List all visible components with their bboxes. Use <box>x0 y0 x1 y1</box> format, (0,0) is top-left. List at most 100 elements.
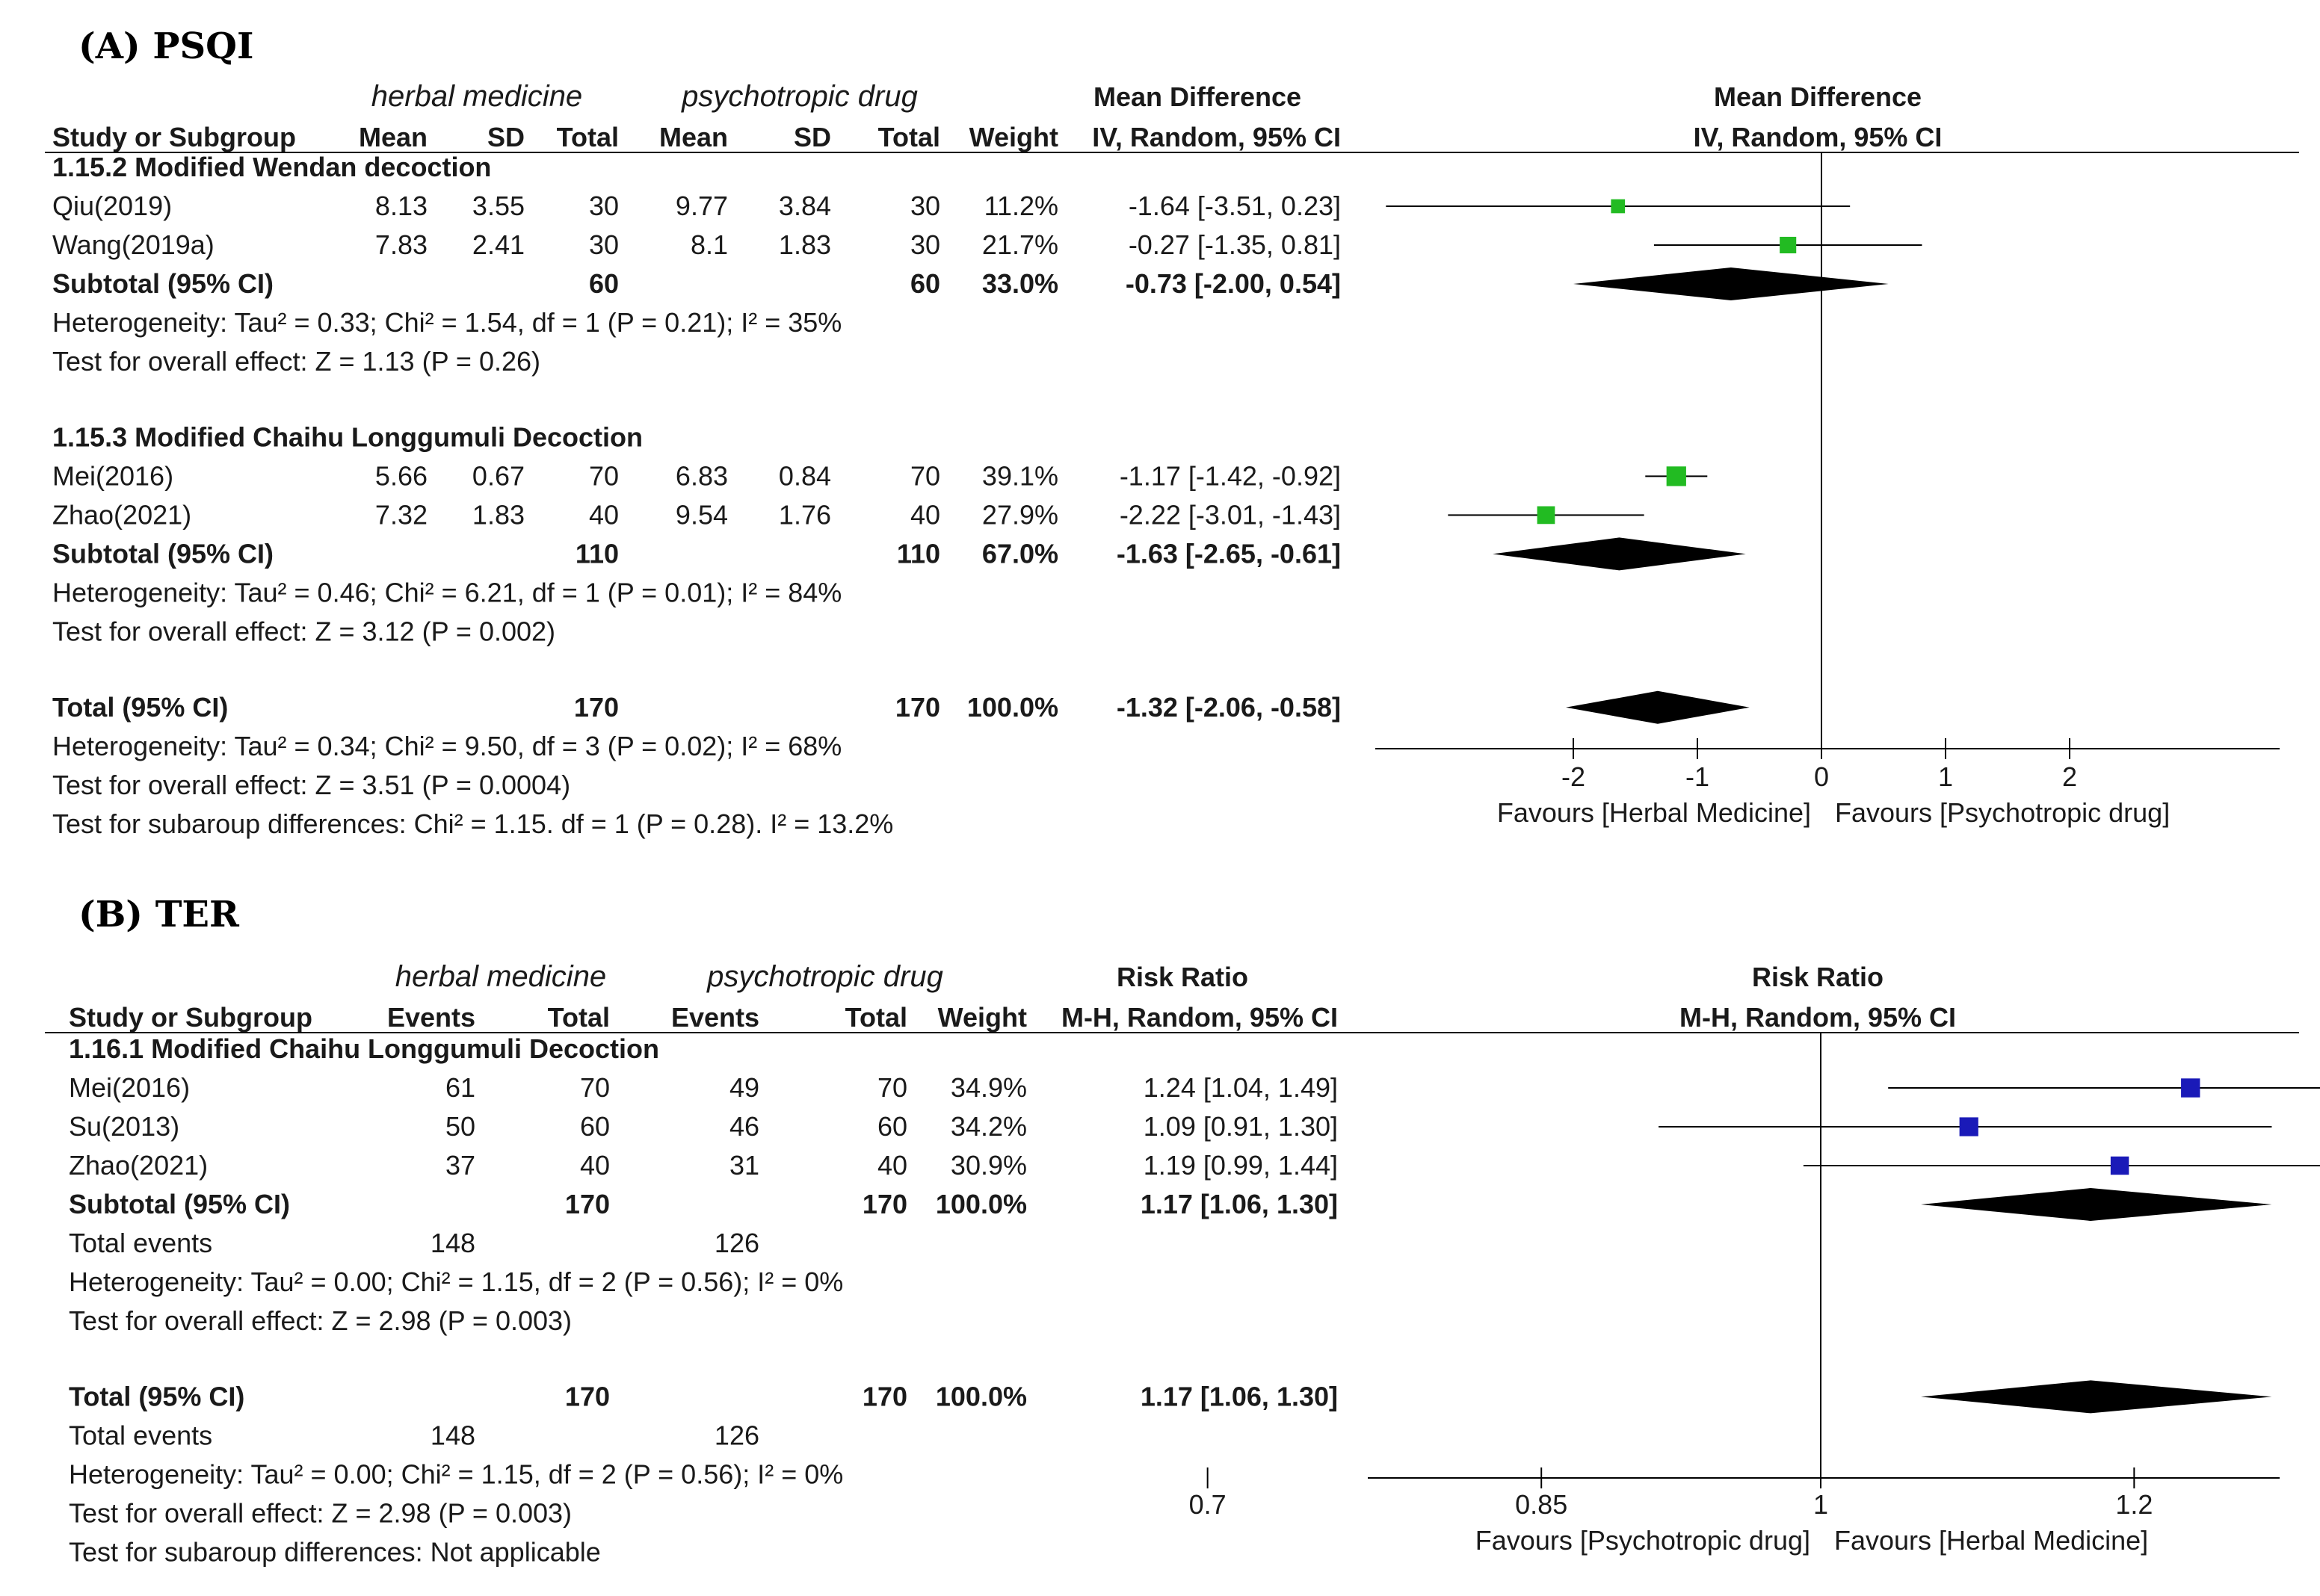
study-cell: 8.13 <box>375 191 428 221</box>
study-cell: 6.83 <box>676 460 728 491</box>
panel-title: (B) TER <box>78 894 240 935</box>
total-weight: 100.0% <box>967 692 1058 723</box>
study-name: Qiu(2019) <box>52 191 172 221</box>
favours-right-label: Favours [Herbal Medicine] <box>1834 1525 2148 1556</box>
pooled-diamond <box>1566 690 1750 724</box>
column-header: Mean <box>659 122 728 152</box>
column-header: Study or Subgroup <box>52 122 296 152</box>
study-cell: 30 <box>910 229 940 260</box>
study-name: Zhao(2021) <box>69 1150 208 1181</box>
column-header: Total <box>845 1002 907 1033</box>
column-header: Weight <box>938 1002 1027 1033</box>
point-estimate-square <box>1611 199 1626 214</box>
total-note: Test for overall effect: Z = 2.98 (P = 0… <box>69 1497 572 1528</box>
total-n-treatment: 170 <box>565 1381 610 1411</box>
study-cell: 40 <box>877 1150 907 1181</box>
subtotal-ci: -1.63 [-2.65, -0.61] <box>1117 538 1341 569</box>
study-cell: 70 <box>580 1072 610 1103</box>
study-cell: 60 <box>877 1111 907 1142</box>
study-cell: 1.76 <box>779 499 831 530</box>
study-cell: 1.24 [1.04, 1.49] <box>1144 1072 1338 1103</box>
subtotal-n-control: 60 <box>910 268 940 299</box>
total-label: Total (95% CI) <box>52 692 228 723</box>
subtotal-weight: 33.0% <box>982 268 1058 299</box>
x-tick-label: -2 <box>1561 761 1585 792</box>
point-estimate-square <box>2181 1078 2200 1098</box>
study-name: Wang(2019a) <box>52 229 215 260</box>
subtotal-label: Subtotal (95% CI) <box>52 538 274 569</box>
study-cell: 34.9% <box>951 1072 1027 1103</box>
study-cell: 34.2% <box>951 1111 1027 1142</box>
subgroup-note: Heterogeneity: Tau² = 0.00; Chi² = 1.15,… <box>69 1266 843 1297</box>
study-cell: 9.54 <box>676 499 728 530</box>
study-cell: 30.9% <box>951 1150 1027 1181</box>
x-tick-label: 0 <box>1814 761 1829 792</box>
subtotal-n-control: 110 <box>897 538 940 569</box>
study-cell: 2.41 <box>472 229 525 260</box>
study-cell: 40 <box>589 499 619 530</box>
favours-left-label: Favours [Psychotropic drug] <box>1475 1525 1810 1556</box>
subtotal-ci: 1.17 [1.06, 1.30] <box>1141 1189 1338 1219</box>
total-ci: -1.32 [-2.06, -0.58] <box>1117 692 1341 723</box>
plot-subheader: M-H, Random, 95% CI <box>1679 1002 1956 1033</box>
pooled-diamond <box>1573 267 1889 300</box>
study-name: Su(2013) <box>69 1111 179 1142</box>
subtotal-label: Subtotal (95% CI) <box>69 1189 290 1219</box>
study-name: Zhao(2021) <box>52 499 191 530</box>
study-cell: 70 <box>877 1072 907 1103</box>
total-note: Heterogeneity: Tau² = 0.00; Chi² = 1.15,… <box>69 1459 843 1489</box>
total-note: Heterogeneity: Tau² = 0.34; Chi² = 9.50,… <box>52 731 842 761</box>
total-note: Test for subaroup differences: Not appli… <box>69 1536 601 1567</box>
study-cell: 27.9% <box>982 499 1058 530</box>
total-events-control: 126 <box>715 1228 759 1258</box>
column-header: Study or Subgroup <box>69 1002 312 1033</box>
study-cell: 30 <box>589 229 619 260</box>
study-cell: 30 <box>910 191 940 221</box>
subtotal-n-treatment: 110 <box>576 538 619 569</box>
total-events-treatment: 148 <box>431 1228 475 1258</box>
group-header-treatment: herbal medicine <box>371 80 582 113</box>
subgroup-note: Test for overall effect: Z = 2.98 (P = 0… <box>69 1305 572 1336</box>
plot-header: Risk Ratio <box>1752 962 1884 992</box>
study-cell: 40 <box>580 1150 610 1181</box>
group-header-control: psychotropic drug <box>681 80 918 113</box>
total-events-control: 126 <box>715 1420 759 1450</box>
subtotal-weight: 67.0% <box>982 538 1058 569</box>
point-estimate-square <box>2110 1156 2129 1175</box>
x-tick-label: 1 <box>1938 761 1953 792</box>
pooled-diamond <box>1921 1188 2272 1221</box>
study-cell: 0.84 <box>779 460 831 491</box>
panel-title: (A) PSQI <box>78 25 253 67</box>
study-cell: -0.27 [-1.35, 0.81] <box>1129 229 1341 260</box>
x-tick-label: 0.85 <box>1515 1489 1567 1520</box>
study-name: Mei(2016) <box>69 1072 190 1103</box>
x-tick-label: 1.2 <box>2115 1489 2153 1520</box>
study-cell: -2.22 [-3.01, -1.43] <box>1120 499 1341 530</box>
study-cell: 1.83 <box>472 499 525 530</box>
study-cell: 37 <box>445 1150 475 1181</box>
total-note: Test for overall effect: Z = 3.51 (P = 0… <box>52 770 570 800</box>
subtotal-n-treatment: 170 <box>565 1189 610 1219</box>
column-header: IV, Random, 95% CI <box>1092 122 1341 152</box>
column-header: Events <box>671 1002 759 1033</box>
study-cell: 1.19 [0.99, 1.44] <box>1144 1150 1338 1181</box>
subgroup-note: Heterogeneity: Tau² = 0.33; Chi² = 1.54,… <box>52 307 842 338</box>
total-weight: 100.0% <box>936 1381 1027 1411</box>
group-header-control: psychotropic drug <box>706 960 943 993</box>
study-cell: 7.32 <box>375 499 428 530</box>
point-estimate-square <box>1666 466 1686 486</box>
subtotal-label: Subtotal (95% CI) <box>52 268 274 299</box>
favours-right-label: Favours [Psychotropic drug] <box>1835 797 2170 828</box>
subtotal-weight: 100.0% <box>936 1189 1027 1219</box>
column-header: M-H, Random, 95% CI <box>1061 1002 1338 1033</box>
study-cell: 9.77 <box>676 191 728 221</box>
study-cell: -1.64 [-3.51, 0.23] <box>1129 191 1341 221</box>
x-tick-label: 2 <box>2062 761 2077 792</box>
study-cell: 1.09 [0.91, 1.30] <box>1144 1111 1338 1142</box>
subgroup-title: 1.16.1 Modified Chaihu Longgumuli Decoct… <box>69 1033 659 1064</box>
subtotal-n-treatment: 60 <box>589 268 619 299</box>
group-header-treatment: herbal medicine <box>395 960 606 993</box>
subgroup-note: Test for overall effect: Z = 1.13 (P = 0… <box>52 346 540 377</box>
study-cell: 30 <box>589 191 619 221</box>
column-header: Weight <box>969 122 1058 152</box>
